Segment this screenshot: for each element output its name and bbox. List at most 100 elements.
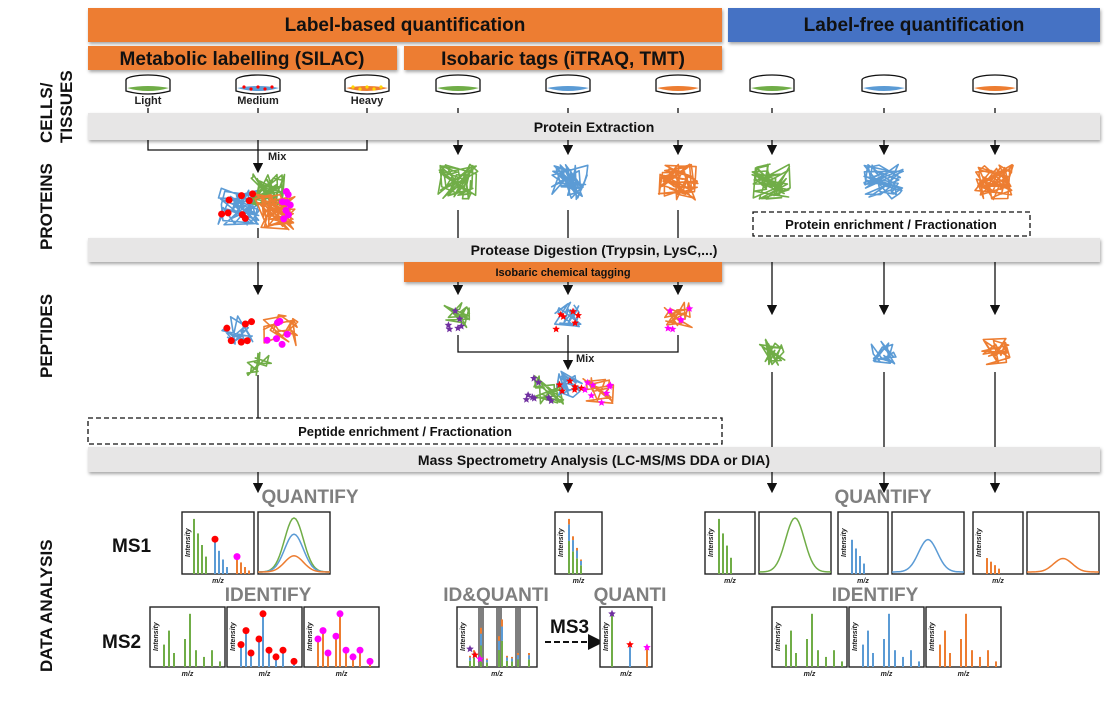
x-axis-label: m/z [958, 671, 970, 678]
label-marker [233, 553, 241, 561]
elution-peak [258, 533, 330, 573]
tag-star [569, 307, 577, 315]
label-marker [356, 646, 364, 654]
peptide-enrichment-step: Peptide enrichment / Fractionation [87, 417, 723, 445]
protein-orange [254, 193, 296, 231]
tag-star [677, 316, 685, 324]
y-axis-label: Intensity [185, 527, 192, 557]
label-based-title: Label-based quantification [285, 15, 526, 36]
side-label-peptides: PEPTIDES [37, 294, 56, 378]
dish-label-heavy: Heavy [351, 95, 384, 107]
protease-digestion-step: Protease Digestion (Trypsin, LysC,...) [88, 238, 1100, 262]
y-axis-label: Intensity [708, 527, 715, 557]
ms2-spectrum-isobaric: m/z Intensity [456, 606, 538, 678]
y-axis-label: Intensity [603, 621, 610, 651]
x-axis-label: m/z [804, 671, 816, 678]
spectra-plots: m/zIntensitym/zIntensitym/zIntensitym/zI… [149, 511, 1100, 678]
label-dot [276, 317, 284, 325]
tag-star [522, 395, 531, 403]
ms-analysis-step: Mass Spectrometry Analysis (LC-MS/MS DDA… [88, 447, 1100, 472]
petri-dish [344, 74, 390, 95]
protein [657, 163, 699, 201]
label-dot [278, 340, 286, 348]
ms1-xic-label-free [1026, 511, 1100, 575]
tag-star [454, 324, 462, 332]
tag-star [552, 325, 560, 333]
label-marker [242, 627, 250, 635]
ms2-spectrum-heavy: m/z Intensity [303, 606, 380, 678]
petri-dish [545, 74, 591, 95]
label-marker [237, 641, 245, 649]
label-dot [237, 338, 245, 346]
tag-star [547, 396, 555, 405]
peptide [758, 338, 786, 366]
label-dot [263, 336, 271, 344]
protein [974, 163, 1014, 201]
label-marker [319, 627, 327, 635]
protein-enrichment-label: Protein enrichment / Fractionation [785, 217, 997, 232]
tag-star [664, 324, 672, 332]
x-axis-label: m/z [259, 671, 271, 678]
ms1-spectrum-label-free: m/z Intensity [972, 511, 1024, 585]
label-dot [224, 209, 232, 217]
label-dot [223, 324, 231, 332]
tag-star [558, 387, 566, 395]
petri-dish [435, 74, 481, 95]
label-dot [241, 320, 249, 328]
tag-star [451, 306, 459, 315]
side-label-data-analysis: DATA ANALYSIS [37, 539, 56, 672]
tag-star [581, 385, 589, 393]
label-marker [247, 649, 255, 657]
silac-title: Metabolic labelling (SILAC) [120, 49, 365, 70]
ms1-xic-label-free [758, 511, 832, 575]
elution-peak [258, 555, 330, 573]
ms1-spectrum-label-free: m/z Intensity [704, 511, 756, 585]
peptide-orange [262, 314, 299, 347]
tag-star [608, 609, 616, 617]
x-axis-label: m/z [857, 578, 869, 585]
id-quanti-label: ID&QUANTI [443, 585, 549, 606]
label-marker [366, 657, 374, 665]
x-axis-label: m/z [881, 671, 893, 678]
side-label-proteins: PROTEINS [37, 163, 56, 250]
tag-star [597, 398, 606, 406]
petri-dish [861, 74, 907, 95]
protein [863, 163, 904, 200]
tag-star [534, 378, 543, 386]
quantify-label-silac: QUANTIFY [261, 487, 358, 508]
ms-analysis-label: Mass Spectrometry Analysis (LC-MS/MS DDA… [418, 452, 770, 468]
ms2-spectrum-medium: m/z Intensity [226, 606, 303, 678]
label-dot [218, 210, 226, 218]
elution-peak [892, 538, 964, 573]
tag-star [577, 384, 586, 392]
tag-star [530, 374, 538, 382]
tag-star [666, 306, 674, 314]
ms3-label: MS3 [550, 617, 589, 638]
side-label-cells: CELLS/ [37, 82, 56, 143]
identify-label-label-free: IDENTIFY [832, 585, 919, 606]
label-marker [211, 535, 219, 543]
label-marker [279, 646, 287, 654]
isobaric-tagging-label: Isobaric chemical tagging [495, 267, 630, 279]
petri-dish [235, 74, 281, 95]
tag-star [668, 325, 677, 333]
petri-dish [125, 74, 171, 95]
label-marker [290, 657, 298, 665]
ms2-spectrum-label-free: m/z Intensity [925, 606, 1002, 678]
label-free-header: Label-free quantification [728, 8, 1100, 42]
label-dot [238, 192, 246, 200]
peptide-green [246, 351, 272, 377]
tag-star [555, 380, 564, 389]
ms2-label: MS2 [102, 632, 141, 653]
petri-dish [655, 74, 701, 95]
tag-star [605, 382, 614, 390]
label-dot [243, 337, 251, 345]
ms2-spectrum-light: m/z Intensity [149, 606, 226, 678]
x-axis-label: m/z [182, 671, 194, 678]
tag-star [589, 381, 597, 389]
y-axis-label: Intensity [307, 621, 314, 651]
protein-extraction-label: Protein Extraction [534, 119, 655, 135]
ms2-spectrum-label-free: m/z Intensity [848, 606, 925, 678]
protein-peptide-illustrations [217, 163, 1014, 406]
y-axis-label: Intensity [852, 621, 859, 651]
